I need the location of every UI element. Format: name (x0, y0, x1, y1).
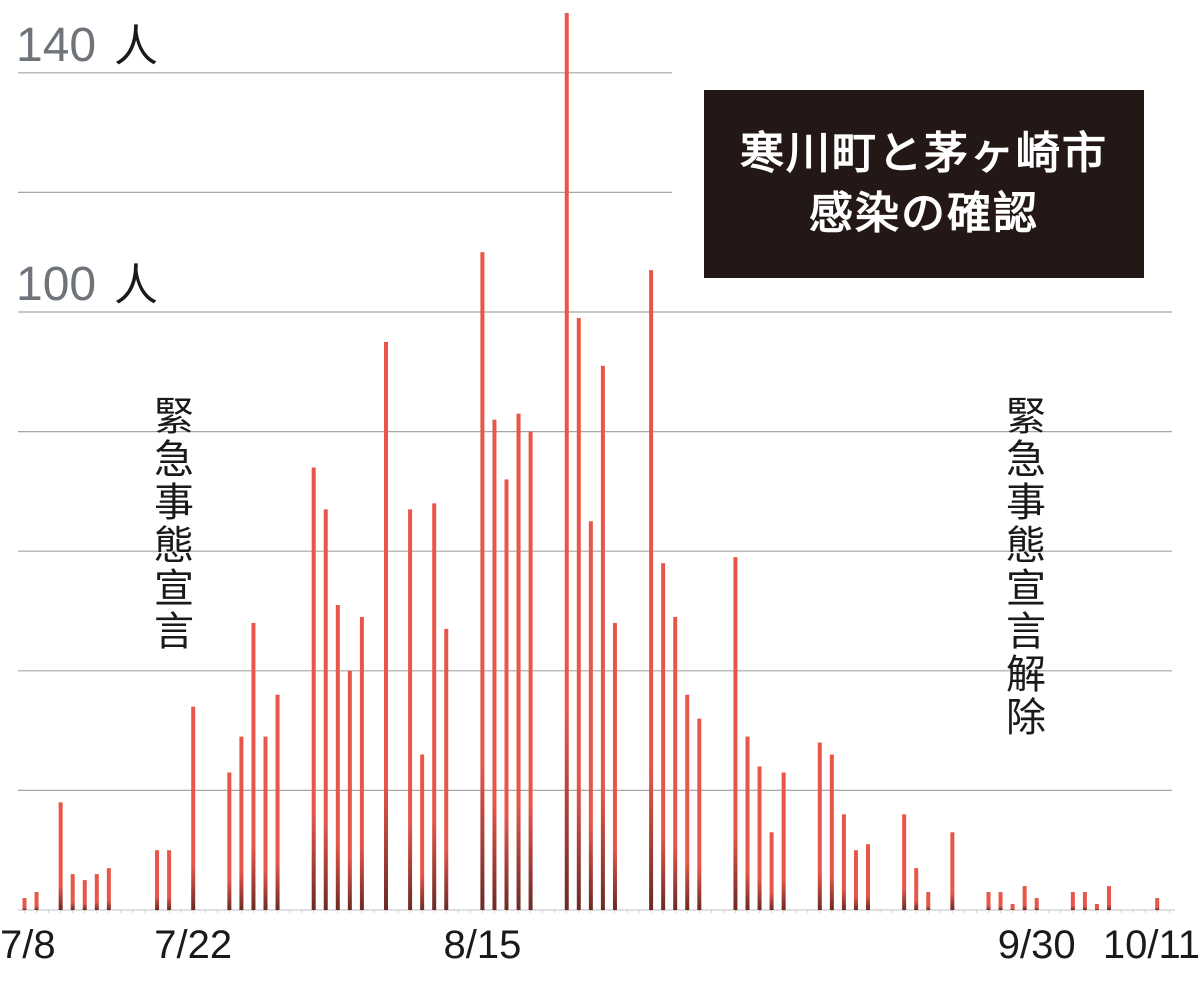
x-label: 10/11 (1103, 923, 1200, 967)
bar (588, 521, 593, 910)
bar (480, 252, 485, 910)
x-axis-ticks (24, 910, 1170, 913)
bar (673, 616, 678, 910)
y-label-unit: 人 (114, 260, 158, 311)
bar (408, 509, 413, 910)
y-axis-labels: 140 人 100 人 (16, 19, 158, 311)
bar (384, 341, 388, 910)
bar (528, 431, 533, 910)
y-label-value: 100 (16, 258, 96, 311)
bar (564, 13, 569, 910)
bar (444, 628, 449, 910)
bar (817, 742, 822, 910)
x-label: 8/15 (443, 923, 521, 967)
bar (576, 317, 581, 911)
bar (1155, 898, 1160, 910)
chart-title-line-2: 感染の確認 (809, 188, 1039, 239)
bar (998, 892, 1003, 910)
bar (335, 605, 340, 910)
bar (1082, 892, 1087, 910)
bar (191, 706, 196, 910)
bar (323, 509, 328, 910)
bar (275, 694, 280, 910)
bar (432, 503, 437, 910)
bar (82, 880, 87, 910)
bar (58, 802, 63, 910)
bar (757, 766, 762, 910)
bar (239, 736, 244, 910)
bar (781, 772, 786, 910)
bar (94, 874, 99, 910)
bar (685, 694, 690, 910)
bar (926, 892, 931, 910)
gridlines (18, 72, 1175, 911)
bar (22, 898, 27, 910)
bar (34, 892, 39, 910)
bar (950, 832, 955, 910)
bar (155, 850, 160, 910)
x-label: 7/8 (0, 923, 56, 967)
bar (311, 467, 316, 910)
bar (1022, 886, 1027, 910)
bar (70, 874, 75, 910)
bar (986, 892, 991, 910)
bar (649, 270, 654, 910)
annotation-emergency-declaration: 緊急事態宣言 (147, 395, 193, 653)
bar (661, 563, 666, 910)
x-label: 9/30 (998, 923, 1076, 967)
bar (359, 616, 364, 910)
bar (600, 365, 605, 910)
bar (420, 754, 425, 910)
bar (251, 622, 256, 910)
bar (1034, 898, 1039, 910)
bar (1107, 886, 1111, 910)
bar (1094, 904, 1099, 910)
bars (22, 13, 1160, 911)
x-axis-labels: 7/8 7/22 8/15 9/30 10/11 (0, 923, 1200, 967)
bar (914, 868, 919, 910)
bar (612, 622, 617, 910)
bar (697, 718, 702, 910)
bar (504, 479, 509, 910)
bar (167, 850, 172, 910)
bar (106, 868, 111, 910)
y-label-value: 140 (16, 19, 96, 72)
bar (853, 850, 858, 910)
bar (1010, 904, 1015, 910)
bar (516, 413, 521, 910)
bar (263, 736, 268, 910)
bar (769, 832, 774, 910)
bar (829, 754, 834, 910)
bar (733, 557, 738, 910)
y-label-unit: 人 (114, 21, 158, 72)
bar (902, 814, 907, 910)
bar (745, 736, 750, 910)
bar (866, 844, 870, 910)
bar (492, 419, 497, 910)
bar (347, 670, 352, 910)
annotation-emergency-lifted: 緊急事態宣言解除 (999, 395, 1045, 739)
chart-title-line-1: 寒川町と茅ヶ崎市 (740, 128, 1108, 179)
x-label: 7/22 (154, 923, 232, 967)
bar (841, 814, 846, 910)
bar (1070, 892, 1075, 910)
bar (227, 772, 232, 910)
chart-title-box: 寒川町と茅ヶ崎市 感染の確認 (704, 90, 1144, 278)
